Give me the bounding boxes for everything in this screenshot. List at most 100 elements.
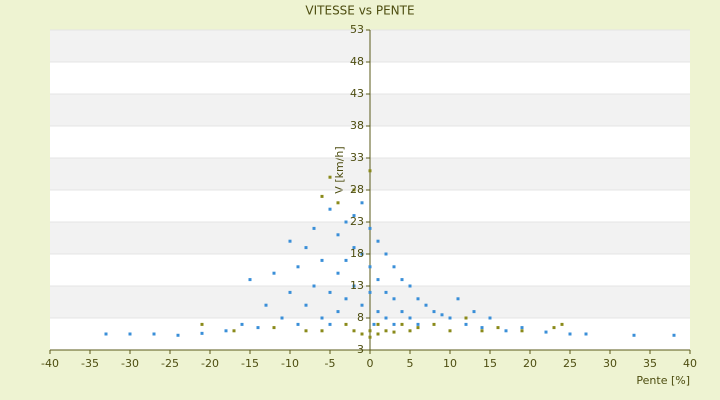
- point: [448, 329, 452, 333]
- point: [352, 188, 356, 192]
- point: [432, 310, 436, 314]
- point: [384, 252, 388, 256]
- y-tick-label: 43: [350, 87, 364, 100]
- point: [344, 297, 348, 301]
- point: [104, 332, 108, 336]
- point: [320, 329, 324, 333]
- x-axis-label: Pente [%]: [636, 374, 690, 387]
- point: [344, 258, 348, 262]
- y-tick-label: 48: [350, 55, 364, 68]
- point: [232, 329, 236, 333]
- point: [296, 322, 300, 326]
- x-tick-label: -5: [325, 357, 336, 370]
- point: [480, 326, 484, 330]
- point: [376, 310, 380, 314]
- point: [320, 316, 324, 320]
- point: [328, 322, 332, 326]
- point: [504, 329, 508, 333]
- point: [152, 332, 156, 336]
- point: [344, 220, 348, 224]
- y-tick-label: 38: [350, 119, 364, 132]
- point: [320, 258, 324, 262]
- x-tick-label: 20: [523, 357, 537, 370]
- point: [312, 284, 316, 288]
- point: [352, 214, 356, 218]
- point: [372, 322, 376, 326]
- x-tick-label: 10: [443, 357, 457, 370]
- x-tick-label: -20: [201, 357, 219, 370]
- point: [272, 271, 276, 275]
- point: [304, 246, 308, 250]
- point: [352, 246, 356, 250]
- point: [368, 329, 372, 333]
- x-tick-label: -15: [241, 357, 259, 370]
- point: [384, 316, 388, 320]
- point: [408, 284, 412, 288]
- point: [392, 265, 396, 269]
- point: [384, 329, 388, 333]
- point: [352, 329, 356, 333]
- point: [368, 265, 372, 269]
- point: [376, 332, 380, 336]
- x-tick-label: 35: [643, 357, 657, 370]
- y-tick-label: 18: [350, 247, 364, 260]
- point: [328, 290, 332, 294]
- point: [432, 322, 436, 326]
- point: [360, 201, 364, 205]
- x-tick-label: 15: [483, 357, 497, 370]
- point: [376, 239, 380, 243]
- point: [336, 201, 340, 205]
- point: [360, 303, 364, 307]
- point: [520, 329, 524, 333]
- point: [304, 329, 308, 333]
- x-tick-label: 5: [407, 357, 414, 370]
- x-tick-label: 40: [683, 357, 697, 370]
- point: [456, 297, 460, 301]
- point: [288, 290, 292, 294]
- point: [368, 226, 372, 230]
- x-tick-label: 30: [603, 357, 617, 370]
- point: [264, 303, 268, 307]
- point: [368, 169, 372, 173]
- point: [408, 329, 412, 333]
- y-tick-label: 23: [350, 215, 364, 228]
- point: [392, 330, 396, 334]
- point: [424, 303, 428, 307]
- point: [488, 316, 492, 320]
- point: [312, 226, 316, 230]
- point: [256, 326, 260, 330]
- x-tick-label: -40: [41, 357, 59, 370]
- point: [128, 332, 132, 336]
- point: [296, 265, 300, 269]
- point: [272, 326, 276, 330]
- point: [240, 322, 244, 326]
- x-tick-label: -30: [121, 357, 139, 370]
- x-tick-label: 0: [367, 357, 374, 370]
- point: [584, 332, 588, 336]
- point: [376, 278, 380, 282]
- point: [464, 322, 468, 326]
- point: [480, 329, 484, 333]
- point: [368, 335, 372, 339]
- point: [176, 333, 180, 337]
- point: [320, 194, 324, 198]
- point: [280, 316, 284, 320]
- y-axis-label: V [km/h]: [333, 146, 346, 193]
- point: [400, 310, 404, 314]
- x-tick-label: -10: [281, 357, 299, 370]
- point: [352, 284, 356, 288]
- x-tick-label: 25: [563, 357, 577, 370]
- point: [440, 313, 444, 317]
- point: [360, 332, 364, 336]
- point: [336, 310, 340, 314]
- y-tick-label: 3: [357, 343, 364, 356]
- point: [472, 310, 476, 314]
- point: [344, 322, 348, 326]
- point: [360, 252, 364, 256]
- point: [392, 297, 396, 301]
- point: [568, 332, 572, 336]
- point: [376, 322, 380, 326]
- point: [416, 322, 420, 326]
- y-tick-label: 33: [350, 151, 364, 164]
